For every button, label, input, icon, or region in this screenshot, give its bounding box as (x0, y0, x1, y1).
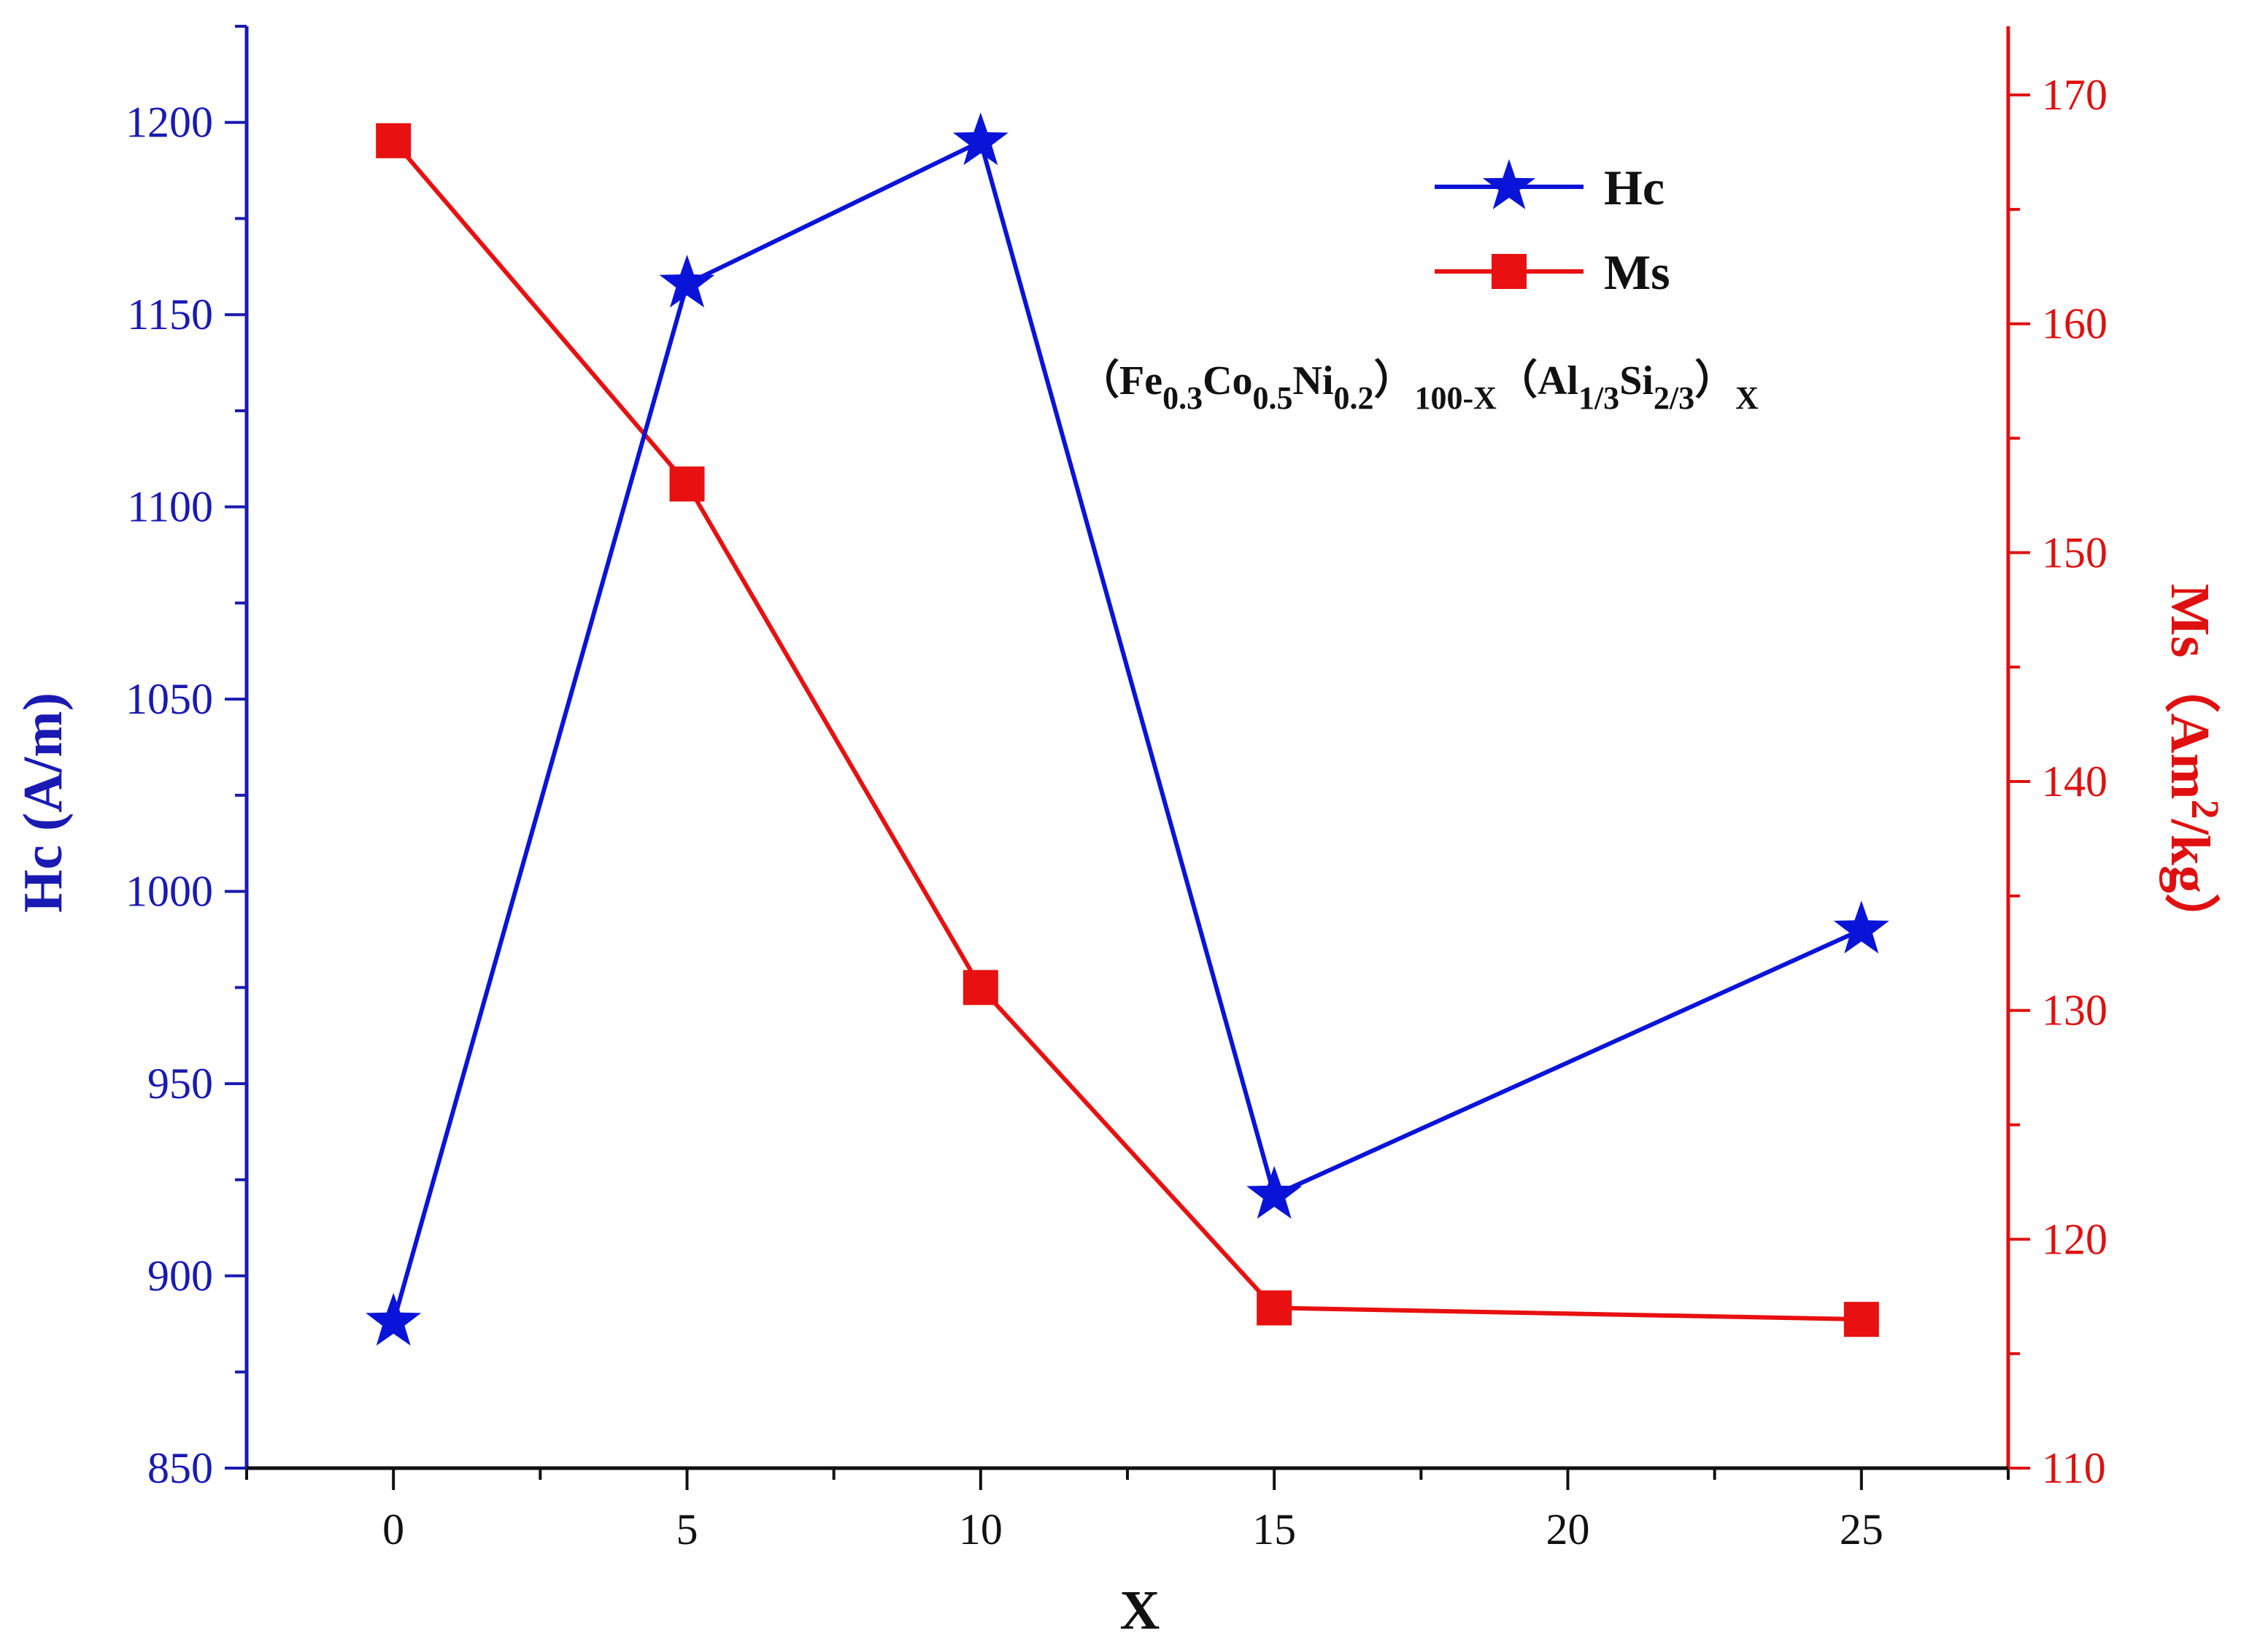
legend: Hc Ms (1435, 159, 1670, 300)
data-point-hc (366, 1292, 422, 1346)
x-tick-label: 10 (959, 1505, 1003, 1553)
y-right-tick-label: 160 (2042, 300, 2107, 348)
x-axis-title: X (1120, 1580, 1160, 1641)
formula-subscript: X (1735, 380, 1759, 416)
y-left-tick-label: 1200 (126, 99, 213, 147)
data-point-hc (1246, 1165, 1303, 1219)
y-axis-right-title-main: Ms（Am (2159, 584, 2221, 800)
y-left-tick-label: 900 (147, 1252, 213, 1300)
formula-text: Si (1619, 358, 1654, 404)
formula-subscript: 100-X (1415, 380, 1497, 416)
y-axis-right-title: Ms（Am2/kg） (2159, 584, 2227, 949)
x-tick-label: 25 (1840, 1505, 1883, 1553)
formula-annotation: （Fe0.3Co0.5Ni0.2）100-X（Al1/3Si2/3）X (1079, 358, 1759, 416)
data-point-hc (659, 255, 715, 308)
data-point-ms (963, 970, 998, 1006)
y-right-tick-label: 110 (2042, 1444, 2106, 1492)
formula-subscript: 0.5 (1253, 380, 1293, 416)
data-point-ms (1843, 1302, 1879, 1338)
y-left-tick-label: 850 (147, 1444, 213, 1492)
formula-subscript: 0.2 (1334, 380, 1374, 416)
data-point-hc (1833, 900, 1889, 954)
x-tick-label: 5 (676, 1505, 698, 1553)
data-point-ms (669, 466, 705, 502)
plot-frame (244, 26, 2010, 1470)
y-right-tick-label: 140 (2042, 757, 2107, 806)
y-left-tick-label: 950 (147, 1059, 213, 1108)
y-left-tick-label: 1150 (127, 290, 213, 339)
formula-text: Co (1203, 358, 1252, 404)
x-tick-label: 20 (1546, 1505, 1590, 1553)
y-axis-right-title-tail: /kg） (2159, 819, 2221, 949)
formula-text: （Fe (1079, 358, 1162, 404)
formula-text: Ni (1293, 358, 1334, 404)
x-tick-label: 15 (1252, 1505, 1296, 1553)
legend-label-hc: Hc (1604, 160, 1665, 215)
series-line-ms (391, 139, 1862, 1322)
formula-text: ） (1694, 358, 1735, 404)
y-right-tick-label: 120 (2042, 1215, 2107, 1263)
legend-marker-ms (1492, 254, 1527, 289)
y-right-tick-label: 130 (2042, 987, 2107, 1035)
formula-subscript: 1/3 (1578, 380, 1619, 416)
y-right-tick-label: 150 (2042, 528, 2107, 576)
y-axis-right-title-sup: 2 (2183, 800, 2227, 819)
y-left-tick-label: 1050 (126, 675, 213, 723)
formula-subscript: 2/3 (1654, 380, 1694, 416)
formula-text: （Al (1497, 358, 1578, 404)
data-point-ms (1257, 1290, 1292, 1326)
x-tick-label: 0 (382, 1505, 404, 1553)
tick-labels: 0 5 10 15 20 25 850 900 950 1000 1050 1100 1150 1200 1… (126, 71, 2107, 1553)
y-left-tick-label: 1000 (126, 868, 213, 916)
axis-ticks (225, 25, 2030, 1490)
legend-label-ms: Ms (1604, 244, 1670, 300)
y-axis-left-title: Hc (A/m) (12, 692, 74, 913)
formula-subscript: 0.3 (1162, 380, 1203, 416)
data-point-ms (376, 123, 412, 158)
y-right-tick-label: 170 (2042, 71, 2107, 119)
formula-text: ） (1374, 358, 1415, 404)
data-point-hc (952, 112, 1008, 166)
legend-marker-hc (1482, 159, 1536, 209)
series-layer (366, 112, 1889, 1346)
y-left-tick-label: 1100 (127, 483, 213, 531)
